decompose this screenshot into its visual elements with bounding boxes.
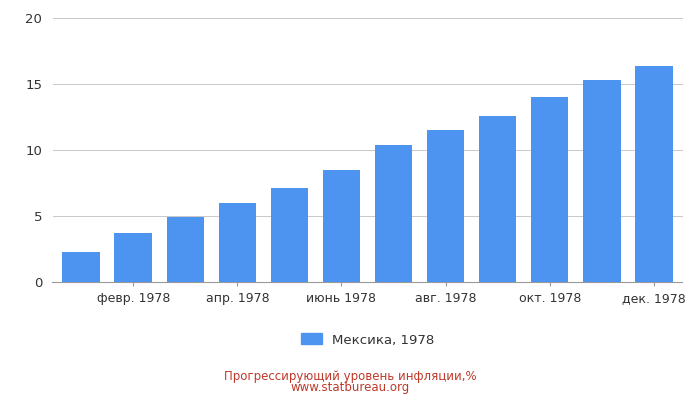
Bar [531,97,568,282]
Text: www.statbureau.org: www.statbureau.org [290,382,410,394]
Bar [62,252,100,282]
Bar [115,233,152,282]
Bar [271,188,308,282]
Text: Прогрессирующий уровень инфляции,%: Прогрессирующий уровень инфляции,% [224,370,476,383]
Bar [167,217,204,282]
Bar [323,170,360,282]
Bar [427,130,464,282]
Bar [635,66,673,282]
Bar [479,116,517,282]
Legend: Мексика, 1978: Мексика, 1978 [300,334,435,346]
Bar [218,203,256,282]
Bar [374,145,412,282]
Bar [583,80,620,282]
